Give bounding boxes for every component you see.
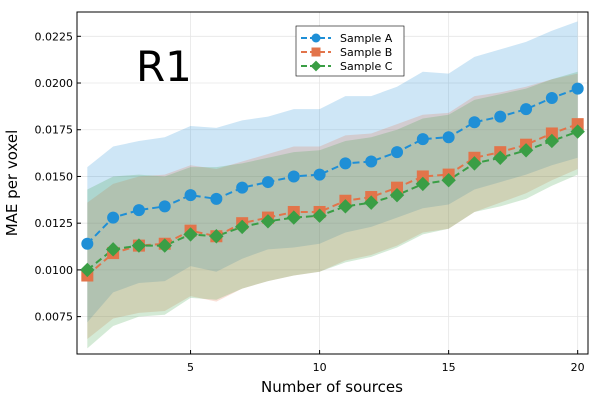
data-point-sample-c [105,242,121,257]
y-tick-label: 0.0075 [35,311,74,324]
data-point-sample-c [338,199,353,214]
y-tick-label: 0.0200 [35,77,74,90]
legend-marker-sample-b [311,47,321,57]
confidence-band-sample-a [87,21,578,323]
data-point-sample-c [570,124,585,139]
data-point-sample-a [391,146,404,159]
data-point-sample-a [107,211,120,224]
legend-label-sample-b: Sample B [340,46,392,59]
data-point-sample-a [81,237,94,250]
legend-marker-sample-c [310,60,322,72]
legend-label-sample-c: Sample C [340,60,393,73]
data-point-sample-a [236,181,249,194]
y-tick-label: 0.0125 [35,217,74,230]
data-point-sample-c [209,229,224,244]
data-point-sample-a [184,189,197,202]
data-point-sample-c [183,227,198,242]
data-point-sample-c [467,156,482,171]
data-point-sample-c [493,150,508,165]
legend-marker-sample-a [311,33,321,43]
data-point-sample-a [494,110,507,123]
data-point-sample-b [391,181,404,194]
data-point-sample-c [234,219,250,235]
y-axis-ticks: 0.0075 0.0100 0.0125 0.0150 0.0175 0.0200 0.02… [35,30,81,324]
data-point-sample-c [544,133,560,149]
data-point-sample-a [339,157,352,170]
x-axis-title: Number of sources [261,378,403,396]
legend-label-sample-a: Sample A [340,32,393,45]
data-point-sample-a [571,82,584,95]
x-tick-label: 15 [442,361,456,374]
panel-annotation: R1 [136,42,192,91]
data-point-sample-c [518,143,534,158]
data-point-sample-c [131,238,147,253]
confidence-band-sample-b [87,73,578,340]
data-point-sample-c [260,214,276,229]
y-axis-title: MAE per voxel [3,130,21,237]
y-tick-label: 0.0175 [35,124,74,137]
data-point-sample-c [286,210,301,225]
data-point-sample-a [416,133,429,146]
data-point-sample-c [364,195,379,210]
plot-frame [76,11,589,355]
data-point-sample-a [287,170,300,183]
y-tick-label: 0.0100 [35,264,74,277]
data-point-sample-c [312,208,327,223]
data-point-sample-a [468,116,481,129]
data-point-sample-c [157,238,172,253]
data-point-sample-c [389,187,405,203]
data-point-sample-a [261,176,274,189]
x-tick-label: 20 [571,361,585,374]
data-point-sample-a [313,168,326,181]
x-tick-label: 10 [313,361,327,374]
x-axis-ticks: 5 10 15 20 [187,350,585,374]
data-point-sample-a [210,192,223,205]
data-point-sample-a [158,200,171,213]
data-point-sample-a [365,155,378,168]
x-tick-label: 5 [187,361,194,374]
data-point-sample-b [571,118,584,131]
data-point-sample-b [416,170,429,183]
data-point-sample-a [442,131,455,144]
data-point-sample-a [132,204,145,217]
data-point-sample-a [520,103,533,116]
data-point-sample-c [415,176,431,192]
data-point-sample-c [80,262,95,278]
series-markers [80,82,585,282]
data-point-sample-c [441,172,456,188]
data-point-sample-a [545,91,558,104]
y-tick-label: 0.0225 [35,30,74,43]
data-point-sample-b [545,127,558,140]
y-tick-label: 0.0150 [35,170,74,183]
